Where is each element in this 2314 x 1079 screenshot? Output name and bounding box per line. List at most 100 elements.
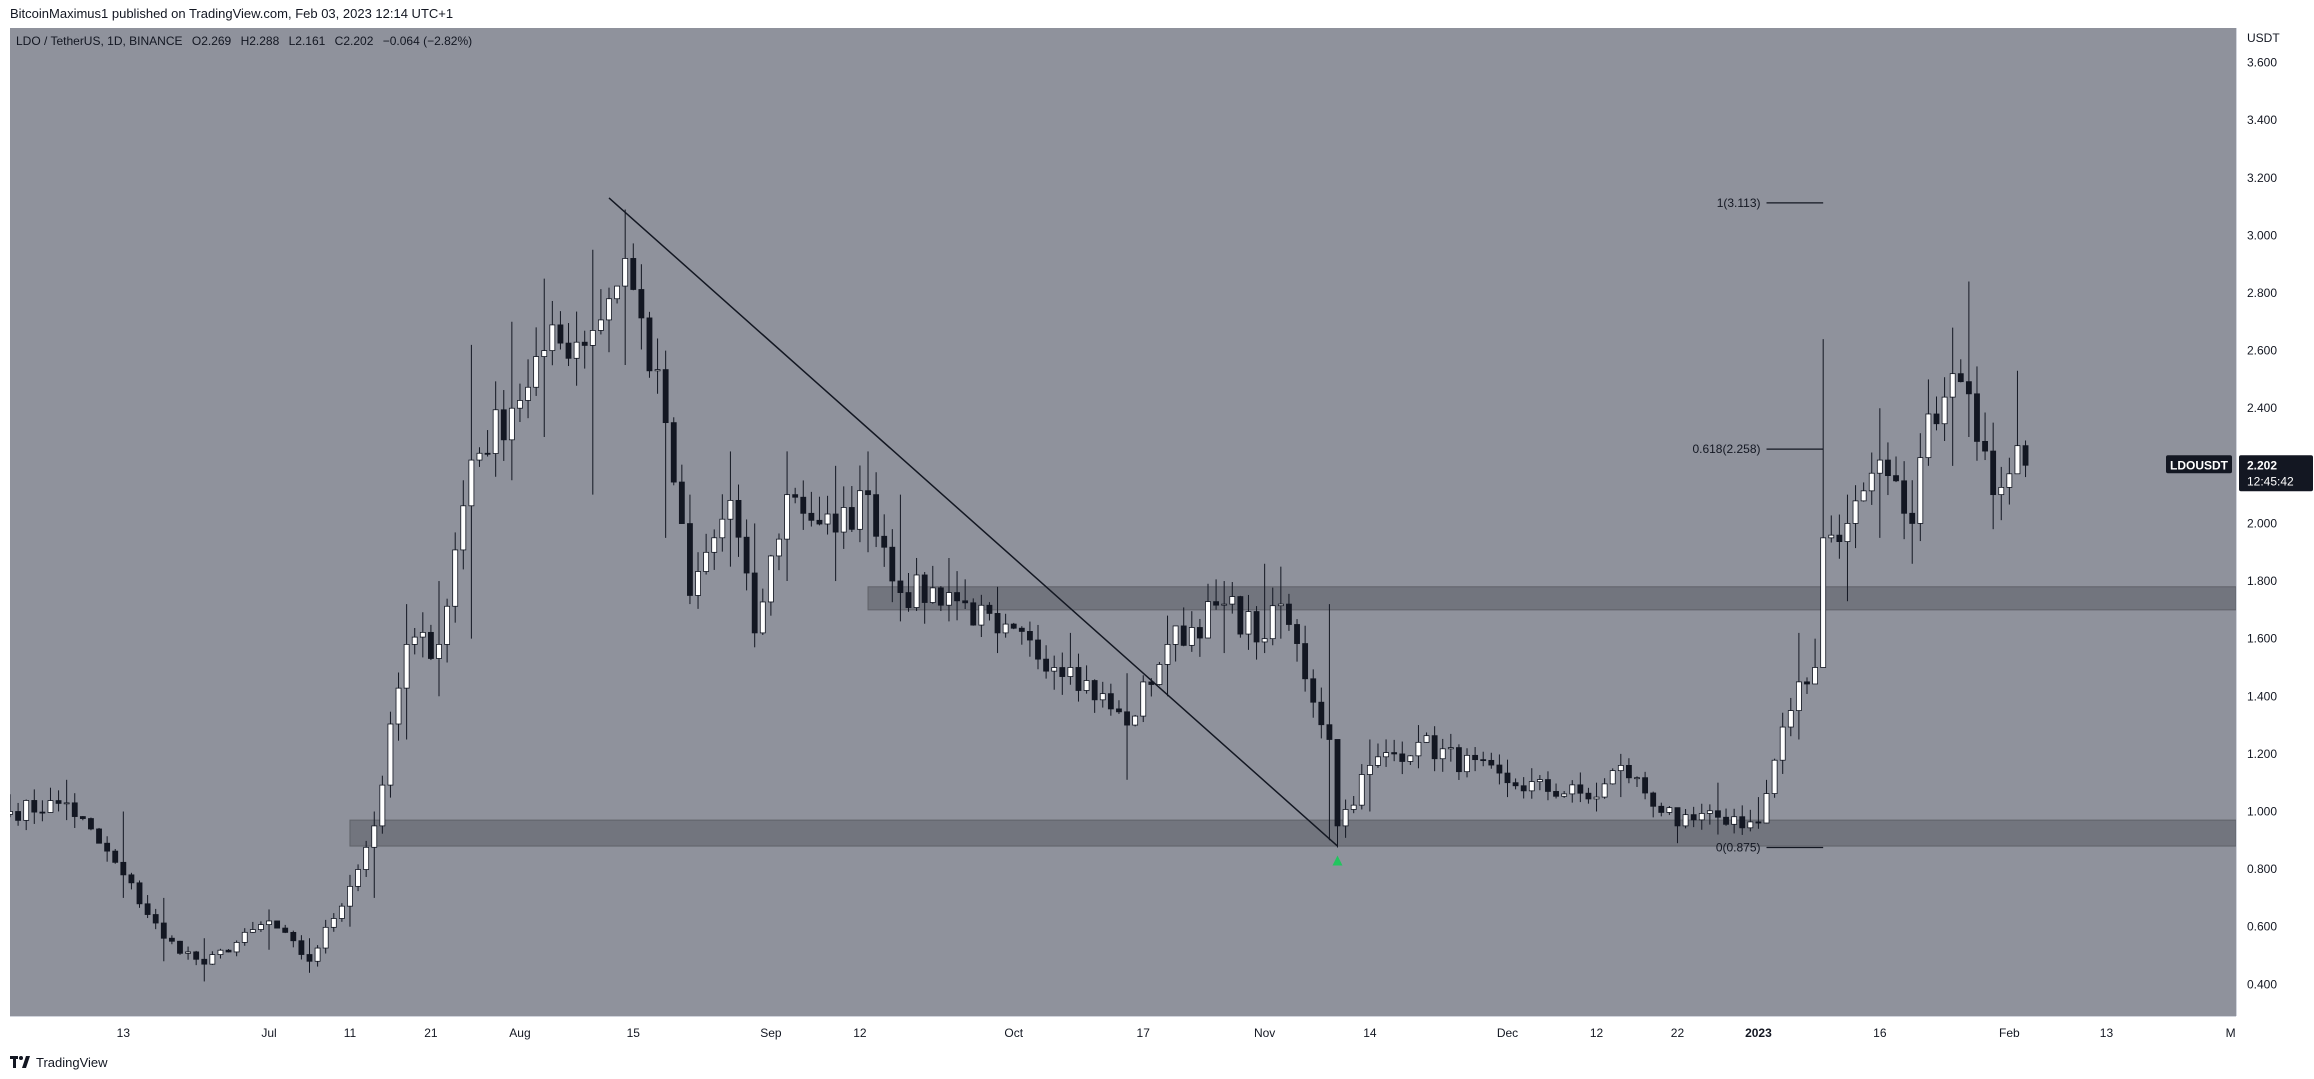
candle-body-up: [1051, 667, 1058, 672]
candle-body-up: [1358, 774, 1365, 806]
candle-body-down: [751, 572, 758, 634]
candle: [1674, 807, 1681, 844]
candle: [1917, 433, 1924, 542]
price-tick-label: 0.600: [2247, 920, 2277, 934]
candle-body-up: [1706, 810, 1713, 814]
candle-body-down: [1302, 643, 1309, 680]
candle-body-up: [978, 604, 985, 626]
candle: [2014, 370, 2021, 475]
candle: [946, 558, 952, 622]
time-tick-label: 11: [344, 1026, 357, 1040]
candle-body-up: [1350, 804, 1357, 810]
candle: [298, 935, 305, 960]
candle: [1520, 777, 1527, 799]
candle: [88, 817, 94, 831]
close-label: C: [334, 34, 344, 48]
candle-body-down: [484, 452, 491, 455]
time-tick-label: Aug: [509, 1026, 530, 1040]
candle-body-up: [452, 549, 459, 607]
candle-body-up: [347, 885, 353, 907]
candle: [832, 465, 839, 582]
candle: [1828, 515, 1835, 543]
time-tick-label: Sep: [760, 1026, 782, 1040]
candle: [1553, 783, 1559, 799]
candle-body-up: [419, 631, 426, 638]
time-tick-label: Dec: [1497, 1026, 1518, 1040]
candle-body-down: [1553, 791, 1559, 797]
candle-body-up: [1617, 764, 1624, 772]
candle-body-up: [249, 929, 256, 933]
candle: [1795, 632, 1802, 740]
candle: [1593, 782, 1600, 812]
time-axis[interactable]: 13 Jul 11 21 Aug 15 Sep 12 Oct 17 Nov 14 Dec 12 22 2023…: [10, 1016, 2236, 1047]
candle-body-down: [1116, 708, 1122, 713]
candle: [533, 327, 540, 396]
support-zone: [349, 819, 2236, 847]
candle: [1213, 579, 1219, 610]
candle: [1706, 804, 1713, 825]
candle-body-down: [1480, 759, 1487, 762]
candle-body-down: [15, 811, 22, 821]
candle-body-up: [403, 644, 410, 689]
chart-plot-area[interactable]: 1(3.113) 0.618(2.258) 0(0.875) LDOUSDT LDO …: [10, 28, 2236, 1016]
candle-body-up: [1083, 680, 1090, 691]
candle-body-down: [1043, 658, 1050, 672]
candle: [687, 494, 693, 605]
price-tag-symbol: LDOUSDT: [2170, 458, 2229, 472]
candle: [1099, 681, 1106, 708]
candle-body-down: [1294, 624, 1300, 644]
price-tick-label: 0.400: [2247, 977, 2277, 991]
candle: [1836, 514, 1843, 559]
descending-trendline: [608, 197, 1339, 847]
candle-body-up: [1601, 783, 1608, 798]
candle-body-up: [1245, 611, 1252, 635]
candle-body-up: [363, 846, 370, 870]
candle-body-down: [1739, 816, 1746, 829]
candle-body-up: [1868, 472, 1875, 492]
candle: [937, 586, 944, 612]
candle: [654, 338, 661, 394]
candle: [10, 794, 13, 818]
candle-body-up: [1375, 756, 1381, 766]
open-value: 2.269: [201, 34, 232, 48]
candle: [589, 249, 596, 495]
candle: [1658, 802, 1665, 817]
candle: [1447, 733, 1454, 762]
candle-body-up: [929, 587, 936, 603]
candle-body-up: [1876, 459, 1883, 474]
candle: [1294, 619, 1300, 662]
price-tick-label: 3.400: [2247, 113, 2277, 127]
time-tick-label: 12: [853, 1026, 867, 1040]
candle: [759, 588, 766, 636]
candle-body-up: [840, 507, 847, 533]
candle: [1957, 359, 1964, 383]
candle-body-up: [1277, 603, 1284, 607]
candle-body-up: [1569, 784, 1576, 795]
candle-body-up: [468, 459, 475, 507]
candle: [1528, 768, 1535, 799]
candle-body-up: [1172, 625, 1179, 645]
candle: [1909, 480, 1916, 564]
candle-body-up: [2014, 445, 2021, 475]
candle-body-down: [1035, 639, 1041, 660]
footer-branding: TradingView: [10, 1050, 108, 1074]
candle: [128, 872, 135, 890]
candle: [517, 383, 523, 423]
candle-body-down: [1545, 779, 1551, 792]
candle: [2006, 457, 2013, 505]
time-tick-label: 2023: [1745, 1026, 1772, 1040]
candle: [962, 579, 969, 609]
candle: [1035, 624, 1041, 670]
candle: [1779, 712, 1786, 774]
candle-body-down: [565, 342, 572, 359]
candle-body-down: [816, 519, 823, 525]
candle: [1464, 748, 1470, 778]
candle-body-up: [1852, 500, 1859, 524]
candle-body-up: [606, 298, 612, 321]
candle: [986, 602, 993, 621]
candle-body-up: [1698, 813, 1705, 821]
candle-body-down: [873, 494, 880, 537]
candle-body-down: [1723, 816, 1729, 825]
candle: [670, 417, 677, 486]
price-axis[interactable]: 3.6003.4003.2003.0002.8002.6002.4002.200…: [2236, 28, 2314, 1016]
